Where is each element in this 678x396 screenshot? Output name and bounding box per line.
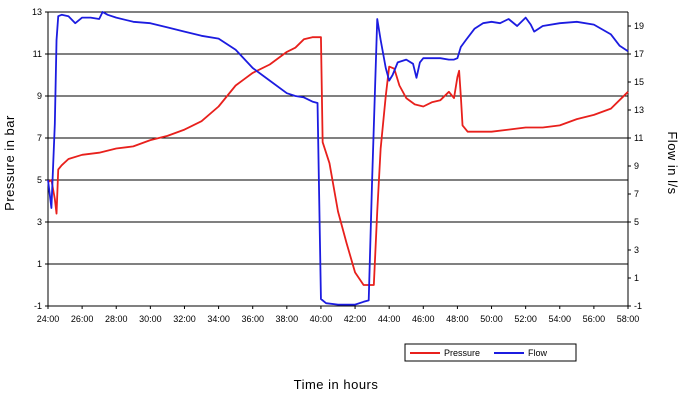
x-tick-label: 28:00 xyxy=(105,314,128,324)
y-right-tick-label: 13 xyxy=(634,105,644,115)
x-tick-label: 48:00 xyxy=(446,314,469,324)
y-right-tick-label: 5 xyxy=(634,217,639,227)
y-right-tick-label: 9 xyxy=(634,161,639,171)
legend-label-pressure: Pressure xyxy=(444,348,480,358)
x-tick-label: 32:00 xyxy=(173,314,196,324)
grid-lines xyxy=(48,11,628,307)
y-right-tick-label: 19 xyxy=(634,21,644,31)
axes xyxy=(45,11,631,309)
x-tick-label: 44:00 xyxy=(378,314,401,324)
y-right-tick-label: 17 xyxy=(634,49,644,59)
series-line-pressure xyxy=(47,36,629,286)
y-left-tick-label: 3 xyxy=(37,217,42,227)
x-tick-label: 26:00 xyxy=(71,314,94,324)
x-tick-label: 40:00 xyxy=(310,314,333,324)
legend-box xyxy=(404,343,577,362)
y-right-tick-label: 3 xyxy=(634,245,639,255)
x-tick-label: 38:00 xyxy=(276,314,299,324)
x-tick-label: 58:00 xyxy=(617,314,640,324)
y-left-tick-label: 13 xyxy=(32,7,42,17)
x-tick-label: 34:00 xyxy=(207,314,230,324)
y-left-tick-label: 1 xyxy=(37,259,42,269)
legend-label-flow: Flow xyxy=(528,348,548,358)
x-tick-label: 52:00 xyxy=(514,314,537,324)
x-tick-label: 46:00 xyxy=(412,314,435,324)
x-axis-title: Time in hours xyxy=(294,377,379,392)
y-right-tick-label: 15 xyxy=(634,77,644,87)
series-lines xyxy=(47,11,629,306)
legend: Pressure Flow xyxy=(404,343,577,362)
x-tick-label: 54:00 xyxy=(548,314,571,324)
x-tick-label: 24:00 xyxy=(37,314,60,324)
y-right-tick-label: 7 xyxy=(634,189,639,199)
x-tick-label: 42:00 xyxy=(344,314,367,324)
y-left-tick-label: 11 xyxy=(33,49,42,59)
x-tick-label: 56:00 xyxy=(583,314,606,324)
y-axis-left-title: Pressure in bar xyxy=(2,115,17,211)
y-right-tick-label: 11 xyxy=(634,133,643,143)
x-tick-label: 36:00 xyxy=(241,314,264,324)
y-left-tick-label: -1 xyxy=(34,301,42,311)
tick-labels: 13 11 9 7 5 3 1 -1 19 17 15 13 11 9 7 5 3 1 -1 24:00 26:00 28… xyxy=(32,7,644,324)
y-left-tick-label: 7 xyxy=(37,133,42,143)
x-tick-label: 30:00 xyxy=(139,314,162,324)
series-line-flow xyxy=(47,11,629,306)
x-tick-label: 50:00 xyxy=(480,314,503,324)
y-right-tick-label: -1 xyxy=(634,301,642,311)
y-left-tick-label: 9 xyxy=(37,91,42,101)
y-left-tick-label: 5 xyxy=(37,175,42,185)
y-axis-right-title: Flow in l/s xyxy=(665,131,678,194)
y-right-tick-label: 1 xyxy=(634,273,639,283)
